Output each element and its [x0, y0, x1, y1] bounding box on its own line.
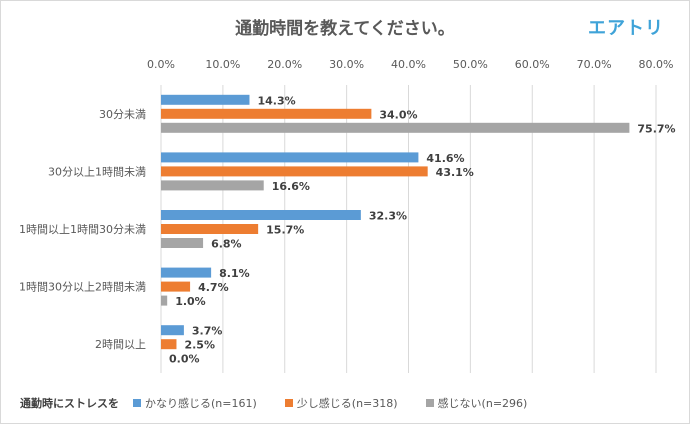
legend-swatch: [284, 399, 293, 407]
legend-title: 通勤時にストレスを: [20, 397, 119, 410]
legend-label: 感じない(n=296): [437, 397, 528, 410]
data-label: 2.5%: [184, 339, 215, 352]
legend-swatch: [425, 399, 434, 407]
data-label: 3.7%: [192, 325, 223, 338]
bar: [161, 325, 184, 336]
bar: [161, 122, 630, 133]
data-label: 4.7%: [198, 281, 229, 294]
legend-swatch: [133, 399, 141, 407]
bar: [161, 281, 191, 292]
data-label: 34.0%: [379, 108, 417, 121]
data-label: 0.0%: [169, 353, 200, 366]
airtrip-logo: エアトリ: [588, 18, 664, 39]
x-tick-label: 30.0%: [329, 58, 364, 71]
data-label: 6.8%: [211, 238, 242, 251]
legend-item-0: かなり感じる(n=161): [133, 395, 257, 411]
bar: [161, 94, 250, 105]
x-tick-label: 50.0%: [453, 58, 488, 71]
category-label: 30分未満: [99, 108, 146, 121]
bar: [161, 238, 204, 248]
bar: [161, 267, 212, 278]
bar: [161, 166, 428, 177]
data-label: 43.1%: [436, 166, 474, 179]
bar: [161, 339, 177, 350]
data-label: 15.7%: [266, 224, 304, 237]
category-label: 1時間30分以上2時間未満: [19, 281, 146, 294]
legend-label: かなり感じる(n=161): [145, 397, 257, 410]
data-label: 8.1%: [219, 267, 250, 280]
bar: [161, 108, 372, 119]
data-label: 1.0%: [175, 295, 206, 308]
category-label: 1時間以上1時間30分未満: [19, 223, 146, 236]
data-label: 41.6%: [426, 152, 464, 165]
bar: [161, 210, 361, 220]
data-label: 32.3%: [369, 210, 407, 223]
x-tick-label: 0.0%: [147, 58, 175, 71]
data-label: 16.6%: [272, 180, 310, 193]
chart-title: 通勤時間を教えてください。: [235, 19, 455, 39]
x-tick-label: 70.0%: [577, 58, 612, 71]
bar: [161, 224, 259, 234]
legend-item-2: 感じない(n=296): [425, 395, 528, 411]
legend-item-1: 少し感じる(n=318): [284, 395, 398, 411]
bar: [161, 152, 419, 163]
data-label: 75.7%: [637, 122, 675, 135]
category-label: 2時間以上: [95, 338, 146, 351]
legend: 通勤時にストレスを かなり感じる(n=161) 少し感じる(n=318) 感じな…: [20, 395, 555, 411]
x-tick-label: 20.0%: [267, 58, 302, 71]
x-tick-label: 10.0%: [205, 58, 240, 71]
bar: [161, 295, 168, 306]
x-tick-label: 60.0%: [515, 58, 550, 71]
x-tick-label: 80.0%: [639, 58, 674, 71]
legend-label: 少し感じる(n=318): [296, 397, 398, 410]
x-tick-label: 40.0%: [391, 58, 426, 71]
data-label: 14.3%: [257, 94, 295, 107]
category-label: 30分以上1時間未満: [48, 165, 146, 178]
bar: [161, 180, 264, 191]
